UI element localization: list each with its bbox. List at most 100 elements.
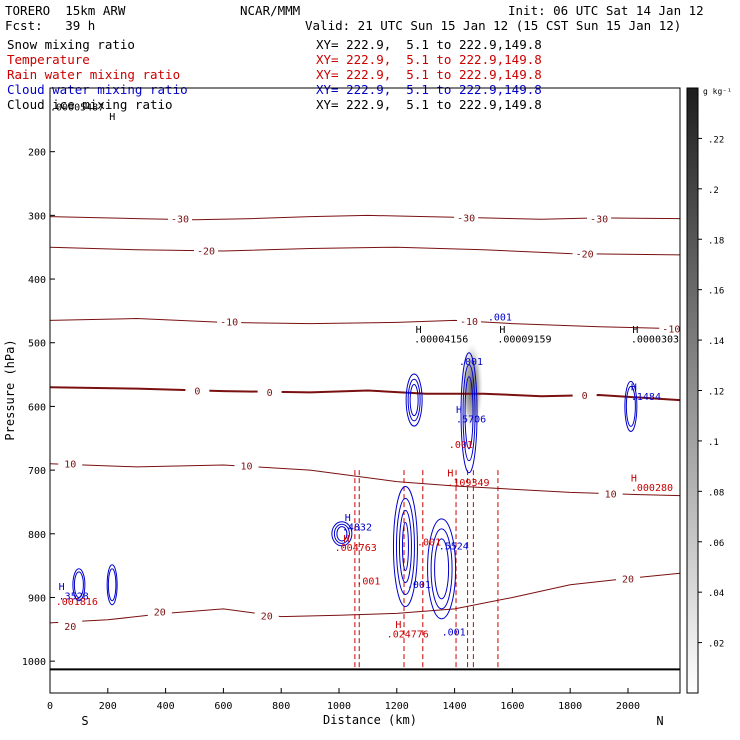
extremum-label: H [416, 325, 422, 336]
colorbar-tick-label: .1 [708, 438, 719, 448]
init-time: Init: 06 UTC Sat 14 Jan 12 [508, 3, 704, 18]
colorbar [686, 87, 699, 694]
y-tick-label: 200 [28, 148, 46, 159]
model-title: TORERO 15km ARW [5, 3, 126, 18]
y-tick-label: 400 [28, 275, 46, 286]
contour-label-bg [217, 315, 242, 327]
temperature-contour-label: 0 [582, 391, 588, 402]
contour-label-bg [572, 388, 597, 400]
temperature-contour-label: 0 [267, 388, 273, 399]
temperature-contour-label: -30 [590, 215, 608, 226]
x-tick-label: 1800 [558, 701, 582, 712]
temperature-contour--30 [49, 214, 681, 221]
extremum-label: .109349 [447, 478, 489, 489]
cloud-water-contour [392, 486, 418, 608]
extremum-label: .3528 [59, 591, 89, 602]
plot-frame [49, 87, 681, 694]
valid-time: Valid: 21 UTC Sun 15 Jan 12 (15 CST Sun … [305, 18, 682, 33]
colorbar-tick-label: .16 [708, 287, 724, 297]
x-axis-label: Distance (km) [323, 713, 417, 727]
contour-label-bg [257, 385, 282, 397]
extremum-label: .5706 [456, 414, 486, 425]
extremum-label: .1484 [631, 392, 661, 403]
cloud-water-contour [464, 376, 474, 450]
temperature-contour-10 [49, 463, 681, 497]
field-name-temperature: Temperature [7, 52, 90, 67]
temperature-contour-label: 20 [622, 574, 634, 585]
colorbar-tick-label: .04 [708, 589, 724, 599]
cloud-water-contour [625, 385, 636, 427]
temperature-contour-label: 10 [64, 460, 76, 471]
extremum-label: .00009159 [497, 335, 551, 346]
extremum-label: .001 [488, 312, 512, 323]
y-tick-label: 300 [28, 211, 46, 222]
y-tick-label: 800 [28, 530, 46, 541]
contour-label-bg [615, 572, 640, 584]
field-xy-cloudice: XY= 222.9, 5.1 to 222.9,149.8 [316, 97, 542, 112]
field-xy-temperature: XY= 222.9, 5.1 to 222.9,149.8 [316, 52, 542, 67]
temperature-contour-0 [49, 386, 681, 402]
colorbar-tick-label: .12 [708, 388, 724, 398]
extremum-label: .024776 [387, 630, 429, 641]
extremum-label: H [395, 620, 401, 631]
extremum-label: H [456, 405, 462, 416]
extremum-label: H [345, 513, 351, 524]
field-name-rain: Rain water mixing ratio [7, 67, 181, 82]
contour-label-bg [254, 609, 279, 621]
extremum-label: H [59, 582, 65, 593]
y-tick-label: 900 [28, 593, 46, 604]
extremum-label: .000280 [631, 483, 673, 494]
contour-label-bg [454, 211, 479, 223]
cloud-water-contour [405, 373, 423, 427]
extremum-label: .001 [442, 628, 466, 639]
cloud-water-contour [107, 568, 117, 602]
contour-label-bg [598, 487, 623, 499]
cloud-water-contour [624, 380, 638, 432]
extremum-label: H [343, 534, 349, 545]
cloud-water-contour [395, 498, 415, 596]
contour-label-bg [457, 315, 482, 327]
temperature-contour-label: 0 [194, 387, 200, 398]
colorbar-tick-label: .22 [708, 135, 724, 145]
cloud-water-contour [430, 528, 453, 610]
cloud-water-contour [398, 510, 412, 584]
colorbar-tick-label: .06 [708, 539, 724, 549]
temperature-contour-label: -10 [220, 318, 238, 329]
left-endpoint-label: S [81, 714, 88, 728]
colorbar-tick-label: .08 [708, 488, 724, 498]
center-name: NCAR/MMM [240, 3, 301, 18]
cloud-water-contour [106, 564, 118, 606]
temperature-contour-label: -30 [171, 215, 189, 226]
extremum-label: .001 [407, 580, 431, 591]
cloud-water-contour [73, 571, 84, 599]
field-xy-cloudwater: XY= 222.9, 5.1 to 222.9,149.8 [316, 82, 542, 97]
temperature-contour-label: -30 [457, 213, 475, 224]
colorbar-tick-label: .14 [708, 337, 724, 347]
contour-label-bg [168, 212, 193, 224]
x-tick-label: 2000 [616, 701, 640, 712]
colorbar-unit: g kg⁻¹ [703, 87, 732, 96]
field-name-cloudwater: Cloud water mixing ratio [7, 82, 188, 97]
y-tick-label: 1000 [22, 657, 46, 668]
contour-label-bg [147, 605, 172, 617]
right-endpoint-label: N [656, 714, 663, 728]
field-xy-snow: XY= 222.9, 5.1 to 222.9,149.8 [316, 37, 542, 52]
y-tick-label: 700 [28, 466, 46, 477]
x-tick-label: 200 [99, 701, 117, 712]
x-tick-label: 1400 [443, 701, 467, 712]
x-tick-label: 1200 [385, 701, 409, 712]
temperature-contour-label: 10 [605, 490, 617, 501]
temperature-contour-label: -10 [662, 325, 680, 336]
extremum-label: .001 [449, 440, 473, 451]
y-tick-label: 500 [28, 339, 46, 350]
y-axis-label: Pressure (hPa) [3, 339, 17, 440]
extremum-label: .00004156 [414, 335, 468, 346]
extremum-label: .001 [417, 537, 441, 548]
contour-label-bg [58, 620, 83, 632]
cloud-water-contour [462, 364, 476, 462]
colorbar-tick-label: .18 [708, 236, 724, 246]
temperature-contour--20 [49, 246, 681, 256]
temperature-contour-label: 20 [154, 607, 166, 618]
cloud-water-contour [407, 378, 421, 422]
x-tick-label: 1000 [327, 701, 351, 712]
